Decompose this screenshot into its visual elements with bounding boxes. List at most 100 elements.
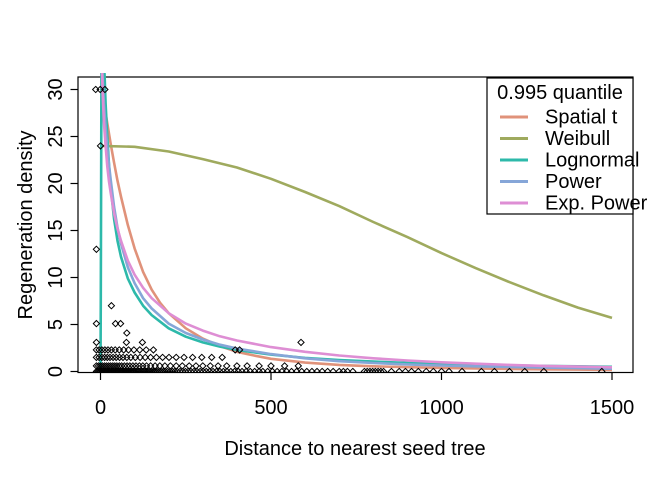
scatter-point — [135, 362, 144, 370]
scatter-point — [308, 367, 316, 373]
scatter-point — [116, 319, 125, 328]
y-axis-tick-labels: 0 5 10 15 20 25 30 — [45, 78, 67, 377]
x-tick-label: 0 — [95, 397, 106, 419]
scatter-point — [101, 85, 109, 94]
scatter-point — [292, 367, 301, 373]
scatter-point — [250, 367, 259, 373]
scatter-point — [106, 353, 114, 362]
scatter-point — [98, 353, 106, 362]
scatter-point — [140, 367, 149, 373]
scatter-point — [190, 367, 198, 373]
scatter-point — [180, 353, 188, 362]
scatter-point — [429, 367, 438, 373]
scatter-point — [132, 362, 140, 370]
scatter-point — [98, 346, 106, 354]
curves-layer — [99, 73, 613, 372]
scatter-point — [387, 367, 396, 373]
scatter-point — [130, 346, 138, 354]
legend: 0.995 quantile Spatial t Weibull Lognorm… — [486, 77, 648, 215]
scatter-point — [193, 367, 201, 373]
scatter-point — [207, 353, 216, 362]
scatter-point — [115, 346, 124, 354]
legend-label-lognormal: Lognormal — [545, 150, 640, 172]
scatter-point — [246, 367, 255, 373]
scatter-point — [197, 353, 206, 362]
scatter-point — [323, 367, 332, 373]
scatter-point — [329, 367, 337, 373]
scatter-point — [158, 353, 167, 362]
scatter-point — [115, 353, 124, 362]
x-axis-title: Distance to nearest seed tree — [224, 438, 485, 460]
scatter-point — [185, 362, 194, 370]
legend-label-exp-power: Exp. Power — [545, 193, 648, 215]
x-axis-tick-labels: 0 500 1000 1500 — [95, 397, 634, 419]
legend-label-power: Power — [545, 171, 602, 193]
scatter-point — [188, 353, 197, 362]
scatter-point — [149, 346, 158, 354]
y-tick-label: 20 — [45, 172, 67, 194]
scatter-point — [379, 367, 388, 373]
scatter-point — [124, 346, 133, 354]
scatter-point — [490, 367, 499, 373]
scatter-point — [147, 367, 156, 373]
legend-label-spatial-t: Spatial t — [545, 107, 618, 129]
scatter-point — [165, 353, 173, 362]
x-axis-ticks — [99, 372, 613, 380]
scatter-point — [92, 338, 101, 347]
scatter-point — [170, 367, 179, 373]
scatter-point — [122, 329, 131, 337]
scatter-point — [92, 346, 101, 354]
scatter-point — [92, 353, 101, 362]
scatter-point — [376, 367, 385, 373]
scatter-point — [366, 367, 374, 373]
scatter-point — [146, 353, 155, 362]
legend-title: 0.995 quantile — [497, 82, 623, 104]
scatter-point — [139, 367, 147, 373]
scatter-point — [130, 367, 139, 373]
scatter-point — [184, 367, 192, 373]
scatter-point — [196, 367, 204, 373]
y-axis-title: Regeneration density — [15, 130, 37, 319]
legend-box — [486, 77, 634, 215]
scatter-point — [520, 367, 529, 373]
scatter-point — [96, 142, 105, 150]
scatter-point — [360, 367, 369, 373]
scatter-point — [209, 367, 217, 373]
scatter-point — [159, 367, 168, 373]
scatter-point — [92, 319, 101, 328]
curve-exp-power — [100, 73, 613, 369]
scatter-point — [313, 367, 321, 373]
scatter-point — [115, 362, 124, 370]
scatter-point — [166, 362, 175, 370]
x-tick-label: 1000 — [419, 397, 464, 419]
scatter-point — [172, 362, 181, 370]
scatter-point — [235, 346, 244, 354]
scatter-point — [205, 367, 214, 373]
x-tick-label: 1500 — [590, 397, 635, 419]
curve-weibull — [100, 144, 613, 320]
scatter-point — [107, 301, 116, 310]
y-tick-label: 5 — [45, 319, 67, 330]
scatter-point — [138, 338, 147, 347]
scatter-point — [103, 353, 112, 362]
scatter-point — [136, 353, 144, 362]
scatter-point — [178, 367, 187, 373]
scatter-point — [137, 367, 146, 373]
scatter-point — [126, 353, 135, 362]
scatter-point — [120, 362, 129, 370]
scatter-point — [458, 367, 466, 373]
scatter-point — [199, 367, 207, 373]
scatter-point — [348, 367, 357, 373]
scatter-point — [181, 367, 190, 373]
legend-label-weibull: Weibull — [545, 128, 610, 150]
scatter-point — [395, 367, 404, 373]
scatter-point — [161, 362, 169, 370]
scatter-point — [505, 367, 514, 373]
scatter-point — [172, 353, 181, 362]
scatter-point — [437, 367, 446, 373]
scatter-point — [339, 367, 348, 373]
scatter-point — [91, 85, 100, 94]
scatter-point — [214, 362, 222, 370]
